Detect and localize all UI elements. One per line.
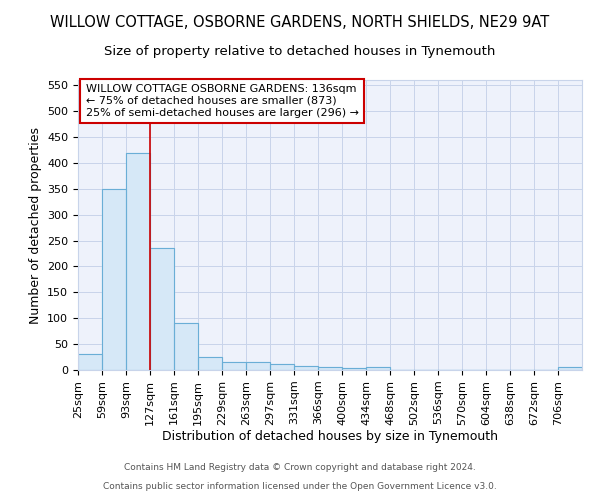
- Text: Contains public sector information licensed under the Open Government Licence v3: Contains public sector information licen…: [103, 482, 497, 491]
- X-axis label: Distribution of detached houses by size in Tynemouth: Distribution of detached houses by size …: [162, 430, 498, 444]
- Text: Size of property relative to detached houses in Tynemouth: Size of property relative to detached ho…: [104, 45, 496, 58]
- Text: WILLOW COTTAGE OSBORNE GARDENS: 136sqm
← 75% of detached houses are smaller (873: WILLOW COTTAGE OSBORNE GARDENS: 136sqm ←…: [86, 84, 359, 117]
- Text: WILLOW COTTAGE, OSBORNE GARDENS, NORTH SHIELDS, NE29 9AT: WILLOW COTTAGE, OSBORNE GARDENS, NORTH S…: [50, 15, 550, 30]
- Text: Contains HM Land Registry data © Crown copyright and database right 2024.: Contains HM Land Registry data © Crown c…: [124, 464, 476, 472]
- Y-axis label: Number of detached properties: Number of detached properties: [29, 126, 41, 324]
